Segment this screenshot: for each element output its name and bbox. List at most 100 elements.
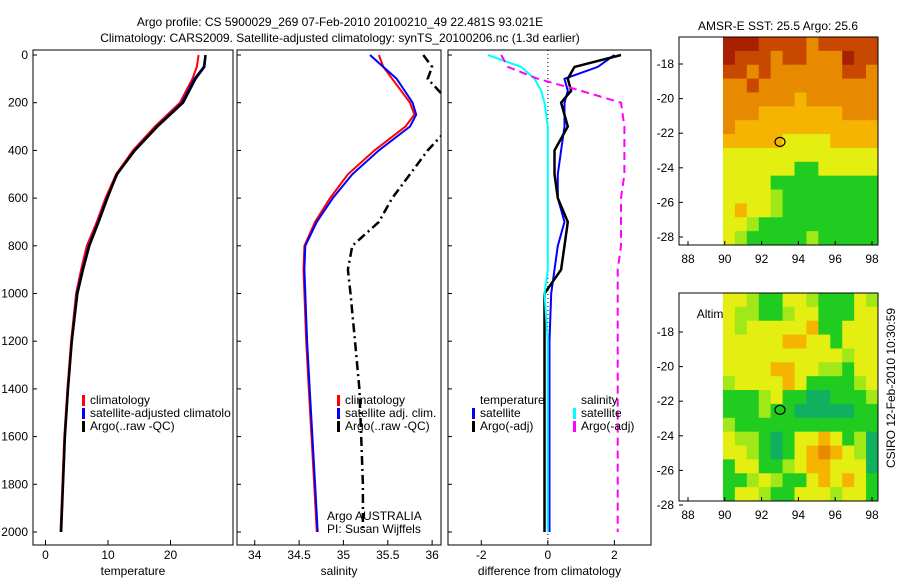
map-cell: [866, 175, 879, 191]
map-cell: [806, 487, 819, 502]
legend-label: satellite-adjusted climatolo: [90, 406, 231, 420]
map-cell: [806, 320, 819, 336]
map-cell: [842, 78, 855, 93]
map-cell: [830, 293, 843, 308]
map-cell: [842, 431, 855, 447]
legend-label: climatology: [90, 393, 150, 407]
map-cell: [758, 231, 772, 246]
map-cell: [842, 134, 855, 149]
map-cell: [854, 106, 867, 121]
map-cell: [746, 175, 760, 191]
map-cell: [818, 306, 831, 322]
map-cell: [842, 37, 855, 52]
map-cell: [746, 64, 760, 80]
map-cell: [770, 120, 784, 135]
map-cell: [782, 175, 796, 191]
map-cell: [806, 161, 819, 177]
map-cell: [806, 217, 819, 232]
map-cell: [722, 431, 736, 447]
map-cell: [842, 217, 855, 232]
x-tick-label: 2: [611, 548, 618, 562]
map-cell: [722, 78, 736, 93]
legend-swatch: [82, 395, 85, 406]
map-cell: [818, 134, 831, 149]
map-cell: [842, 403, 855, 419]
map-cell: [782, 417, 796, 433]
map-cell: [782, 334, 796, 349]
map-cell: [722, 50, 736, 66]
map-cell: [770, 390, 784, 405]
y-tick-label: -20: [657, 92, 675, 106]
map-cell: [830, 431, 843, 447]
map-cell: [782, 487, 796, 502]
x-tick-label: 92: [755, 252, 769, 266]
map-cell: [818, 37, 831, 52]
series-line-climatology: [59, 54, 200, 533]
map-cell: [830, 147, 843, 163]
map-cell: [818, 487, 831, 502]
map-cell: [854, 147, 867, 163]
map-cell: [734, 92, 748, 107]
map-cell: [854, 403, 867, 419]
map-cell: [794, 203, 807, 218]
map-cell: [794, 306, 807, 322]
map-cell: [770, 175, 784, 191]
map-cell: [722, 445, 736, 460]
map-cell: [854, 217, 867, 232]
map-cell: [758, 320, 772, 336]
map-cell: [806, 78, 819, 93]
map-cell: [818, 120, 831, 135]
annotation-pi: PI: Susan Wijffels: [327, 522, 421, 536]
map-cell: [806, 50, 819, 66]
map-cell: [770, 334, 784, 349]
map-cell: [734, 376, 748, 391]
map-cell: [770, 445, 784, 460]
map-cell: [854, 376, 867, 391]
map-cell: [866, 487, 879, 502]
map-cell: [770, 431, 784, 447]
panel-frame: [236, 49, 442, 546]
map-cell: [818, 50, 831, 66]
map-cell: [866, 161, 879, 177]
map-cell: [818, 92, 831, 107]
map-cell: [830, 134, 843, 149]
map-cell: [830, 64, 843, 80]
map-cell: [722, 120, 736, 135]
map-cell: [830, 92, 843, 107]
map-cell: [842, 334, 855, 349]
map-cell: [830, 334, 843, 349]
y-tick-label: -24: [657, 161, 675, 175]
map-cell: [746, 473, 760, 488]
legend-swatch: [573, 421, 576, 432]
map-cell: [866, 459, 879, 474]
map-cell: [866, 390, 879, 405]
map-cell: [770, 348, 784, 363]
map-cell: [722, 334, 736, 349]
map-cell: [734, 134, 748, 149]
map-cell: [722, 175, 736, 191]
map-cell: [746, 403, 760, 419]
map-cell: [746, 390, 760, 405]
map-cell: [746, 445, 760, 460]
map-cell: [722, 473, 736, 488]
map-cell: [758, 459, 772, 474]
y-tick-label: -22: [657, 126, 675, 140]
x-axis-label: salinity: [321, 564, 358, 578]
map-cell: [758, 120, 772, 135]
x-tick-label: 35: [337, 548, 351, 562]
map-cell: [782, 189, 796, 204]
map-cell: [770, 320, 784, 336]
map-cell: [854, 64, 867, 80]
map-cell: [794, 147, 807, 163]
y-tick-label: -18: [657, 325, 675, 339]
y-tick-label: -22: [657, 394, 675, 408]
series-line-argo-raw-qc-: [346, 54, 441, 532]
y-tick-label: 200: [8, 96, 28, 110]
legend-swatch: [337, 408, 340, 419]
map-cell: [830, 459, 843, 474]
map-cell: [746, 306, 760, 322]
map-cell: [842, 50, 855, 66]
map-cell: [818, 217, 831, 232]
map-cell: [854, 487, 867, 502]
map-cell: [782, 320, 796, 336]
